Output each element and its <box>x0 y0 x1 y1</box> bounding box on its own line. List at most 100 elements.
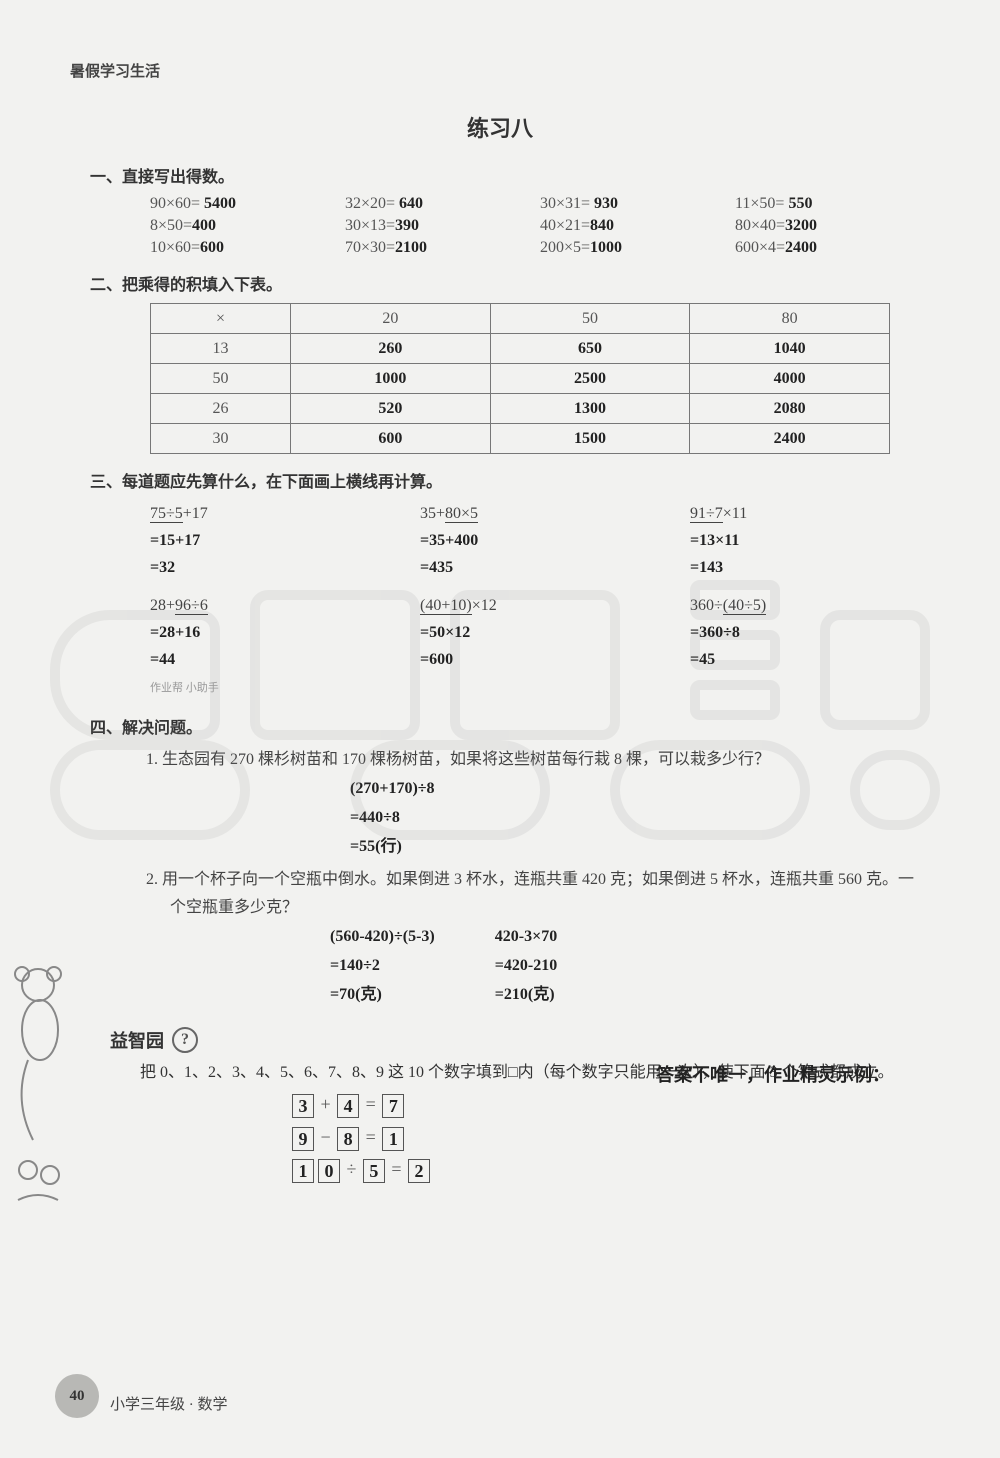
table-cell: 2400 <box>690 424 890 454</box>
step: =420-210 <box>495 952 557 981</box>
expr: 91÷7×11 <box>690 505 747 523</box>
eq: = <box>366 1127 376 1147</box>
step: =45 <box>690 646 890 673</box>
table-cell: 260 <box>291 334 491 364</box>
s4-body: 1. 生态园有 270 棵杉树苗和 170 棵杨树苗，如果将这些树苗每行栽 8 … <box>130 746 930 1009</box>
step: =28+16 <box>150 619 350 646</box>
table-corner: × <box>151 304 291 334</box>
step: =210(克) <box>495 981 557 1010</box>
table-cell: 520 <box>291 394 491 424</box>
park-eq2: 9 − 8 = 1 <box>290 1121 930 1153</box>
digit-box: 1 <box>292 1159 314 1183</box>
s3-col: 35+80×5 =35+400 =435 <box>420 500 620 582</box>
digit-box: 2 <box>408 1159 430 1183</box>
op: + <box>321 1094 331 1114</box>
step: =35+400 <box>420 527 620 554</box>
s3-col: 75÷5+17 =15+17 =32 <box>150 500 350 582</box>
col-header: 50 <box>490 304 690 334</box>
row-header: 26 <box>151 394 291 424</box>
digit-box: 1 <box>382 1127 404 1151</box>
step: =13×11 <box>690 527 890 554</box>
step: =360÷8 <box>690 619 890 646</box>
step: (270+170)÷8 <box>350 775 930 804</box>
digit-box: 8 <box>337 1127 359 1151</box>
calc-cell: 80×40=3200 <box>735 217 930 235</box>
step: =44 <box>150 646 350 673</box>
park-title-row: 益智园 ? <box>110 1027 930 1053</box>
table-cell: 4000 <box>690 364 890 394</box>
calc-cell: 10×60=600 <box>150 239 345 257</box>
digit-box: 3 <box>292 1094 314 1118</box>
helper-caption: 作业帮 小助手 <box>150 682 219 694</box>
calc-cell: 32×20= 640 <box>345 195 540 213</box>
row-header: 13 <box>151 334 291 364</box>
step: =50×12 <box>420 619 620 646</box>
expr: (40+10)×12 <box>420 597 497 615</box>
table-cell: 1040 <box>690 334 890 364</box>
table-cell: 2080 <box>690 394 890 424</box>
s3-heading: 三、每道题应先算什么，在下面画上横线再计算。 <box>90 468 930 492</box>
s3-col: (40+10)×12 =50×12 =600 <box>420 592 620 701</box>
s4-q2: 2. 用一个杯子向一个空瓶中倒水。如果倒进 3 杯水，连瓶共重 420 克；如果… <box>170 866 930 924</box>
table-cell: 1000 <box>291 364 491 394</box>
calc-cell: 30×13=390 <box>345 217 540 235</box>
table-cell: 600 <box>291 424 491 454</box>
calc-cell: 40×21=840 <box>540 217 735 235</box>
question-mark-icon: ? <box>172 1027 198 1053</box>
footer-text: 小学三年级 · 数学 <box>110 1393 228 1414</box>
row-header: 30 <box>151 424 291 454</box>
mouse-doodle-icon <box>8 960 78 1220</box>
park-title: 益智园 <box>110 1027 164 1053</box>
s1-grid: 90×60= 5400 32×20= 640 30×31= 930 11×50=… <box>150 195 930 257</box>
page-title: 练习八 <box>70 111 930 143</box>
park-body: 把 0、1、2、3、4、5、6、7、8、9 这 10 个数字填到□内（每个数字只… <box>140 1059 930 1185</box>
calc-cell: 600×4=2400 <box>735 239 930 257</box>
table-cell: 650 <box>490 334 690 364</box>
product-table: × 20 50 80 13 260 650 1040 50 1000 2500 … <box>150 303 890 454</box>
s4-heading: 四、解决问题。 <box>90 714 930 738</box>
table-cell: 1300 <box>490 394 690 424</box>
op: ÷ <box>347 1159 357 1179</box>
s4-q2-work: (560-420)÷(5-3) =140÷2 =70(克) 420-3×70 =… <box>330 923 930 1009</box>
park-eq1: 3 + 4 = 7 <box>290 1088 930 1120</box>
step: =140÷2 <box>330 952 435 981</box>
digit-box: 4 <box>337 1094 359 1118</box>
digit-box: 7 <box>382 1094 404 1118</box>
s3-col: 360÷(40÷5) =360÷8 =45 <box>690 592 890 701</box>
calc-cell: 11×50= 550 <box>735 195 930 213</box>
s4-q1: 1. 生态园有 270 棵杉树苗和 170 棵杨树苗，如果将这些树苗每行栽 8 … <box>170 746 930 775</box>
expr: 75÷5+17 <box>150 505 208 523</box>
s1-heading: 一、直接写出得数。 <box>90 163 930 187</box>
s2-heading: 二、把乘得的积填入下表。 <box>90 271 930 295</box>
step: =15+17 <box>150 527 350 554</box>
col-header: 20 <box>291 304 491 334</box>
step: =32 <box>150 554 350 581</box>
eq: = <box>391 1159 401 1179</box>
park-eq3: 10 ÷ 5 = 2 <box>290 1153 930 1185</box>
expr: 35+80×5 <box>420 505 478 523</box>
digit-box: 5 <box>363 1159 385 1183</box>
s3-col: 91÷7×11 =13×11 =143 <box>690 500 890 582</box>
s3-row2: 28+96÷6 =28+16 =44 作业帮 小助手 (40+10)×12 =5… <box>150 592 930 701</box>
op: − <box>321 1127 331 1147</box>
digit-box: 0 <box>318 1159 340 1183</box>
calc-cell: 200×5=1000 <box>540 239 735 257</box>
calc-cell: 30×31= 930 <box>540 195 735 213</box>
header-subtitle: 暑假学习生活 <box>70 60 930 81</box>
s4-q1-work: (270+170)÷8 =440÷8 =55(行) <box>350 775 930 861</box>
step: 420-3×70 <box>495 923 557 952</box>
s3-row1: 75÷5+17 =15+17 =32 35+80×5 =35+400 =435 … <box>150 500 930 582</box>
row-header: 50 <box>151 364 291 394</box>
s3-col: 28+96÷6 =28+16 =44 作业帮 小助手 <box>150 592 350 701</box>
step: =143 <box>690 554 890 581</box>
col-header: 80 <box>690 304 890 334</box>
page-number-badge: 40 <box>55 1374 99 1418</box>
calc-cell: 90×60= 5400 <box>150 195 345 213</box>
expr: 360÷(40÷5) <box>690 597 766 615</box>
expr: 28+96÷6 <box>150 597 208 615</box>
calc-cell: 70×30=2100 <box>345 239 540 257</box>
step: =70(克) <box>330 981 435 1010</box>
park-hand-note: 答案不唯一，作业精灵示例： <box>656 1059 890 1091</box>
calc-cell: 8×50=400 <box>150 217 345 235</box>
step: (560-420)÷(5-3) <box>330 923 435 952</box>
